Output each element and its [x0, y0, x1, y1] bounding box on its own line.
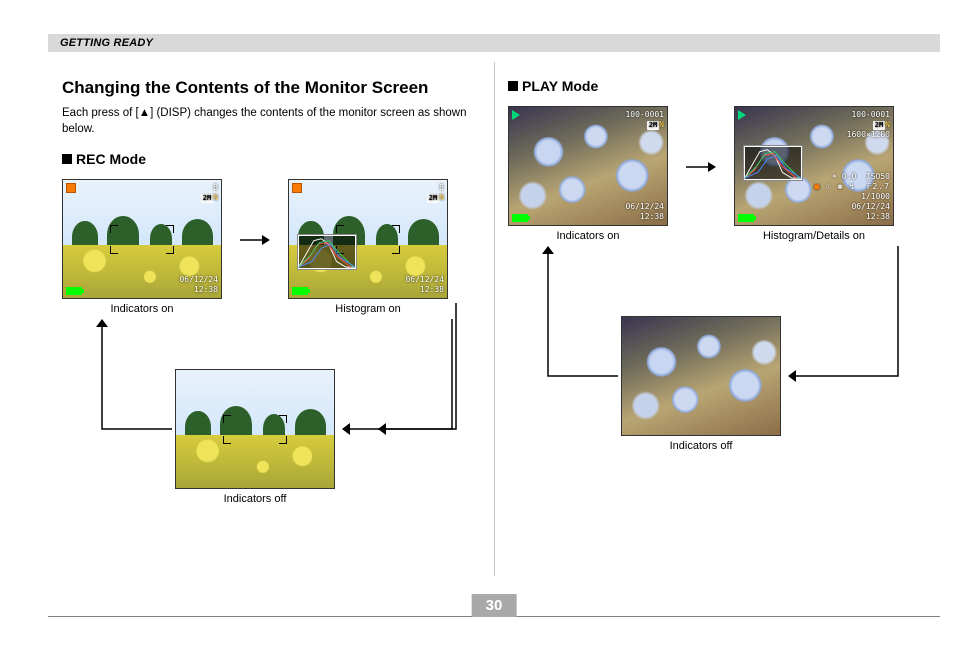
play-thumb-indicators-off — [621, 316, 781, 436]
hud-res-suffix: N — [213, 193, 218, 202]
rec-caption-a: Indicators on — [62, 303, 222, 315]
hud-date: 06/12/24 — [625, 202, 664, 212]
play-mode-heading: PLAY Mode — [508, 78, 926, 94]
rec-icon — [66, 183, 76, 193]
hud-time: 12:38 — [814, 212, 890, 222]
hud-file: 100-0001 — [847, 110, 890, 120]
hud-res-suffix: N — [659, 120, 664, 129]
battery-icon — [292, 287, 308, 295]
arrow-down-left — [342, 319, 462, 439]
histogram-overlay — [297, 234, 357, 270]
hud-shots: 8 — [427, 183, 444, 193]
arrow-up-left — [102, 319, 182, 439]
play-diagram: 100-0001 2MN 06/12/24 12:38 Indicators o… — [508, 106, 918, 526]
arrow-right-icon — [686, 160, 716, 174]
section-header: GETTING READY — [48, 34, 940, 52]
battery-icon — [66, 287, 82, 295]
hud-res: 2M — [647, 121, 659, 130]
rec-hud-b: 8 2MN 06/12/24 12:38 — [289, 180, 447, 298]
hud-res: 2M — [201, 194, 213, 203]
play-icon — [738, 110, 746, 120]
hud-time: 12:38 — [179, 285, 218, 295]
hud-res: 2M — [873, 121, 885, 130]
battery-icon — [738, 214, 754, 222]
rec-caption-c: Indicators off — [175, 493, 335, 505]
page-title: Changing the Contents of the Monitor Scr… — [62, 78, 480, 98]
play-hud-b: 100-0001 2MN 1600×1200 ☀ 0.0 ISO50 ■ ☉ ✽… — [735, 107, 893, 225]
hud-iso: ISO50 — [866, 172, 890, 181]
play-mode-label: PLAY Mode — [522, 78, 598, 94]
play-caption-a: Indicators on — [508, 230, 668, 242]
play-thumb-histogram-details: 100-0001 2MN 1600×1200 ☀ 0.0 ISO50 ■ ☉ ✽… — [734, 106, 894, 226]
page-number: 30 — [472, 594, 517, 617]
battery-icon — [512, 214, 528, 222]
play-caption-b: Histogram/Details on — [734, 230, 894, 242]
histogram-overlay — [743, 145, 803, 181]
hud-date: 06/12/24 — [405, 275, 444, 285]
hud-res-suffix: N — [885, 120, 890, 129]
rec-hud-a: 8 2MN 06/12/24 12:38 — [63, 180, 221, 298]
hud-res-suffix: N — [439, 193, 444, 202]
play-icon — [512, 110, 520, 120]
hud-res: 2M — [427, 194, 439, 203]
hud-shots: 8 — [201, 183, 218, 193]
hud-ev: 0.0 — [842, 172, 856, 181]
hud-dim: 1600×1200 — [847, 130, 890, 140]
square-bullet-icon — [508, 81, 518, 91]
rec-thumb-histogram-on: 8 2MN 06/12/24 12:38 — [288, 179, 448, 299]
hud-date: 06/12/24 — [179, 275, 218, 285]
rec-thumb-indicators-off — [175, 369, 335, 489]
arrow-right-icon — [240, 233, 270, 247]
rec-hud-c — [176, 370, 334, 488]
focus-brackets — [110, 225, 173, 253]
arrow-up-left — [548, 246, 628, 386]
focus-brackets — [223, 415, 286, 443]
right-column: PLAY Mode 100-0001 2MN 06/12/24 12:38 — [494, 62, 940, 586]
hud-time: 12:38 — [625, 212, 664, 222]
hud-fnum: F2.7 — [867, 182, 890, 191]
left-column: Changing the Contents of the Monitor Scr… — [48, 62, 494, 586]
description-text: Each press of [▲] (DISP) changes the con… — [62, 106, 480, 137]
rec-diagram: 8 2MN 06/12/24 12:38 Indicators on — [62, 179, 472, 539]
rec-mode-heading: REC Mode — [62, 151, 480, 167]
hud-time: 12:38 — [405, 285, 444, 295]
ev-icon: ☀ — [832, 172, 837, 181]
play-thumb-indicators-on: 100-0001 2MN 06/12/24 12:38 — [508, 106, 668, 226]
rec-thumb-indicators-on: 8 2MN 06/12/24 12:38 — [62, 179, 222, 299]
hud-shutter: 1/1000 — [814, 192, 890, 202]
rec-icon — [292, 183, 302, 193]
play-caption-c: Indicators off — [621, 440, 781, 452]
arrow-down-left — [788, 246, 908, 386]
square-bullet-icon — [62, 154, 72, 164]
rec-mode-label: REC Mode — [76, 151, 146, 167]
hud-file: 100-0001 — [625, 110, 664, 120]
main-columns: Changing the Contents of the Monitor Scr… — [48, 62, 940, 586]
play-hud-a: 100-0001 2MN 06/12/24 12:38 — [509, 107, 667, 225]
hud-date: 06/12/24 — [814, 202, 890, 212]
page-footer: 30 — [48, 594, 940, 620]
